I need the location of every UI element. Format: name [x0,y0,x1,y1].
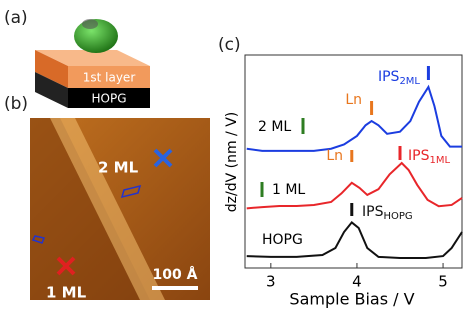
x-tick-label: 5 [438,273,448,291]
series-label: 1 ML [272,182,305,198]
substrate-label: HOPG [91,92,126,106]
annotation-sub: 2ML [399,76,420,87]
annotation: IPS1ML [408,148,450,166]
annotation-text: Ln [326,148,343,164]
y-axis-label: dz/dV (nm / V) [224,112,240,213]
x-axis-label: Sample Bias / V [289,290,414,309]
panel-label: (c) [218,35,241,55]
x-tick-label: 4 [352,273,362,291]
x-tick-label: 3 [266,273,276,291]
annotation-text: IPS [362,204,384,220]
scale-bar [152,286,198,290]
annotation-sub: HOPG [383,211,412,222]
annotation: Ln [326,148,343,164]
panel-label: (a) [4,8,28,28]
series-label: 2 ML [258,119,291,135]
annotation-text: Ln [345,92,362,108]
annotation-sub: 1ML [429,155,450,166]
annotation: Ln [345,92,362,108]
molecule-detail [82,19,98,29]
scale-bar-label: 100 Å [153,266,198,283]
annotation: IPS2ML [378,69,420,87]
annotation-text: IPS [378,69,400,85]
region-label: 2 ML [98,159,139,177]
layer-label: 1st layer [83,71,136,85]
figure: (a) 1st layer HOPG (b) 2 ML 1 ML 100 Å (… [0,0,473,311]
annotation-text: IPS [408,148,430,164]
annotation: IPSHOPG [362,204,413,222]
panel-label: (b) [4,94,28,114]
series-label: HOPG [262,232,303,248]
region-label: 1 ML [46,284,87,302]
